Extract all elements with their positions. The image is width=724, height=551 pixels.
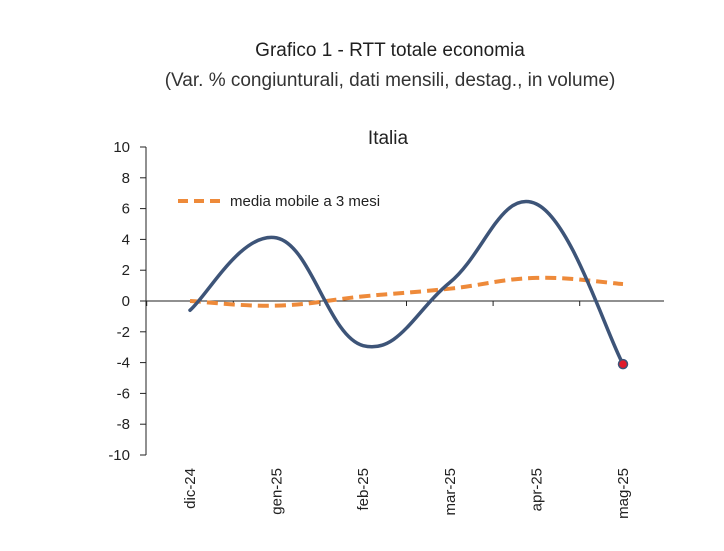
- legend-label-moving-average: media mobile a 3 mesi: [230, 193, 380, 210]
- y-tick-label: -4: [117, 355, 130, 372]
- data-point-moving-average: [363, 296, 364, 297]
- y-axis-ticks: 10 8 6 4 2 0 -2 -4 -6 -8 -10: [108, 139, 146, 464]
- y-tick-label: 8: [122, 170, 130, 187]
- x-tick-label: mar-25: [442, 468, 459, 516]
- series-line-moving-average: [189, 275, 624, 308]
- data-point-rtt: [276, 237, 277, 238]
- legend: media mobile a 3 mesi: [178, 193, 380, 210]
- y-tick-label: 10: [113, 139, 130, 156]
- y-tick-label: -6: [117, 385, 130, 402]
- chart-subtitle: (Var. % congiunturali, dati mensili, des…: [164, 70, 616, 91]
- series-line-rtt: [188, 199, 625, 366]
- data-point-rtt: [363, 345, 364, 346]
- data-point-moving-average: [623, 284, 624, 285]
- x-tick-label: gen-25: [269, 468, 286, 515]
- x-tick-label: mag-25: [615, 468, 632, 519]
- x-axis-ticks: dic-24 gen-25 feb-25 mar-25 apr-25 mag-25: [146, 301, 632, 519]
- y-tick-label: 4: [122, 231, 130, 248]
- data-point-rtt: [536, 203, 537, 204]
- data-point-moving-average: [276, 305, 277, 306]
- data-point-moving-average: [536, 277, 537, 278]
- y-tick-label: -10: [108, 447, 130, 464]
- x-tick-label: dic-24: [182, 468, 199, 509]
- x-tick-label: apr-25: [528, 468, 545, 511]
- y-tick-label: -2: [117, 324, 130, 341]
- last-point-marker: [617, 358, 629, 370]
- y-tick-label: 0: [122, 293, 130, 310]
- series-layer: [188, 199, 629, 370]
- y-tick-label: -8: [117, 416, 130, 433]
- data-point-moving-average: [449, 288, 450, 289]
- panel-title: Italia: [368, 128, 409, 149]
- data-point-moving-average: [190, 301, 191, 302]
- y-tick-label: 6: [122, 201, 130, 218]
- y-tick-label: 2: [122, 262, 130, 279]
- x-tick-label: feb-25: [355, 468, 372, 511]
- data-point-rtt: [449, 282, 450, 283]
- chart-title: Grafico 1 - RTT totale economia: [255, 40, 525, 61]
- axes: [145, 147, 664, 455]
- data-point-rtt: [190, 310, 191, 311]
